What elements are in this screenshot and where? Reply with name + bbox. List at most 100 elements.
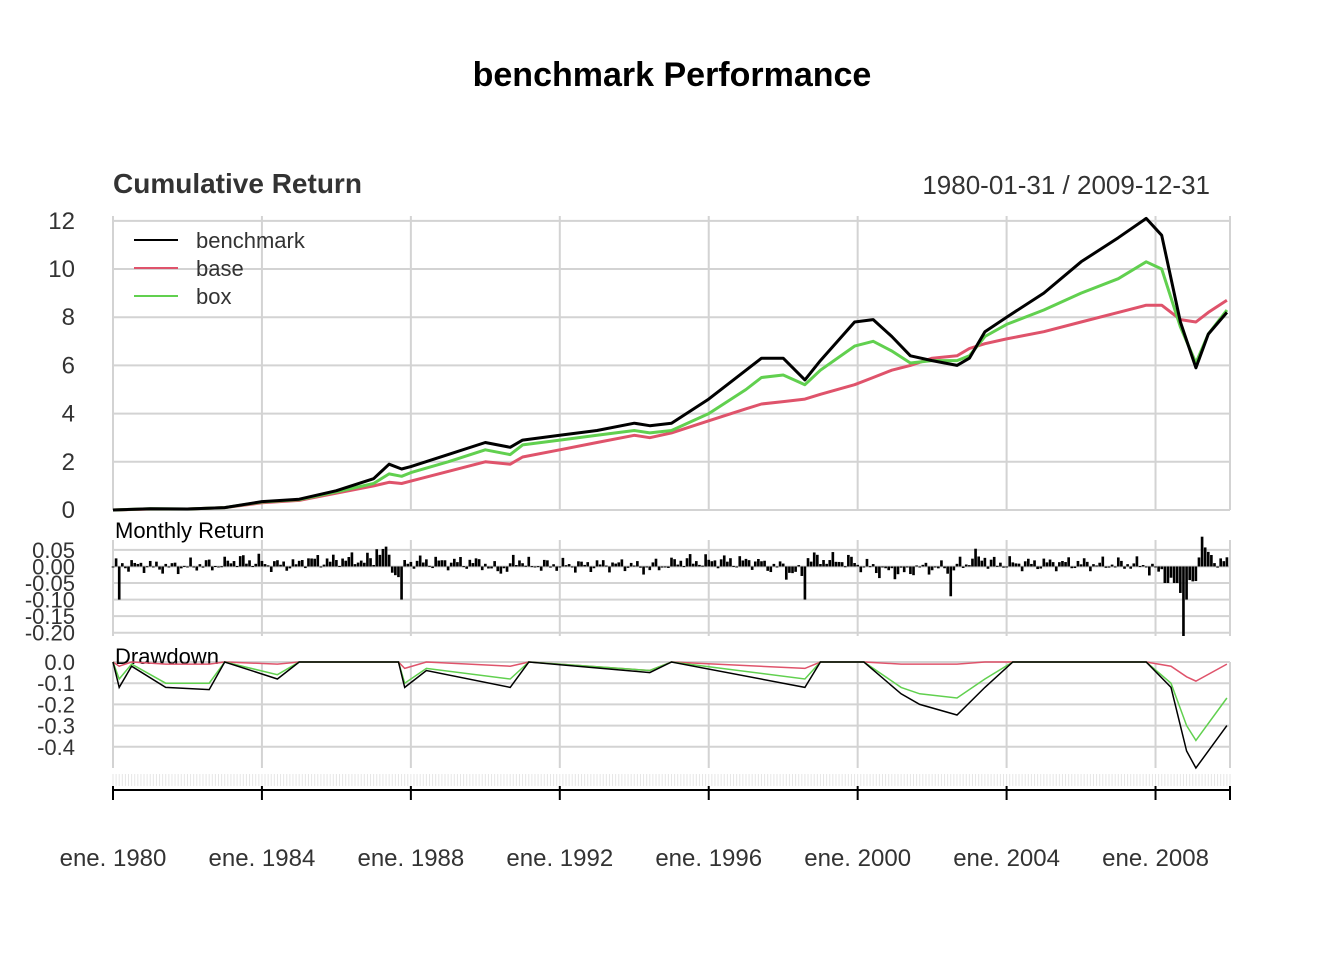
return-bar [909, 566, 912, 575]
cumret-y-tick-label: 12 [48, 208, 75, 235]
return-bar [605, 565, 608, 567]
return-bar [530, 566, 534, 568]
return-bar [626, 566, 630, 568]
return-bar [220, 566, 223, 568]
return-bar [114, 558, 118, 567]
return-bar [695, 561, 698, 567]
return-bar [1179, 566, 1182, 593]
return-bar [1079, 564, 1083, 567]
return-bar [819, 564, 822, 567]
return-bar [561, 557, 565, 567]
x-tick-label: ene. 2004 [953, 845, 1060, 872]
return-bar [1014, 563, 1018, 567]
return-bar [1132, 563, 1136, 567]
return-bar [235, 566, 239, 568]
return-bar [1089, 566, 1092, 572]
return-bar [372, 564, 375, 567]
return-bar [1085, 561, 1089, 567]
monthly-y-tick-label: 0.00 [32, 554, 75, 579]
return-bar [524, 565, 527, 567]
return-bar [400, 566, 403, 600]
monthly-return-title: Monthly Return [115, 518, 264, 543]
return-bar [248, 560, 251, 567]
return-bar [465, 566, 469, 569]
return-bar [958, 556, 962, 567]
return-bar [589, 566, 593, 573]
return-bar [508, 563, 512, 567]
return-bar [269, 566, 273, 572]
return-bar [387, 554, 391, 567]
return-bar [716, 566, 720, 569]
return-bar [279, 564, 282, 567]
return-bar [527, 556, 531, 567]
return-bar [173, 562, 177, 567]
return-bar [257, 553, 261, 567]
return-bar [462, 566, 465, 568]
return-bar [313, 558, 316, 567]
return-bar [542, 559, 546, 567]
return-bar [757, 558, 760, 567]
return-bar [179, 566, 183, 569]
return-bar [660, 566, 664, 568]
return-bar [117, 566, 121, 600]
return-bar [434, 556, 438, 567]
return-bar [577, 561, 580, 567]
return-bar [986, 566, 990, 569]
return-bar [490, 566, 493, 569]
return-bar [1070, 566, 1074, 569]
return-bar [698, 564, 701, 567]
monthly-return-panel: 0.050.00-0.05-0.10-0.15-0.20 Monthly Retu… [25, 518, 1231, 646]
return-bar [676, 564, 680, 567]
return-bar [847, 554, 850, 567]
x-tick-label: ene. 1992 [506, 845, 613, 872]
return-bar [1191, 566, 1195, 582]
return-bar [130, 560, 133, 567]
return-bar [446, 566, 450, 571]
return-bar [809, 561, 813, 567]
return-bar [390, 566, 394, 573]
return-bar [1185, 566, 1188, 600]
return-bar [471, 563, 475, 567]
return-bar [452, 558, 456, 567]
return-bar [487, 566, 490, 569]
return-bar [940, 560, 943, 567]
series-line-benchmark [112, 216, 1229, 512]
return-bar [729, 558, 732, 567]
return-bar [629, 562, 633, 567]
return-bar [217, 566, 220, 568]
return-bar [319, 566, 323, 568]
return-bar [663, 566, 667, 568]
return-bar [136, 563, 140, 567]
monthly-y-tick-label: 0.05 [32, 538, 75, 563]
return-bar [468, 559, 472, 567]
return-bar [412, 566, 416, 569]
return-bar [781, 563, 785, 567]
return-bar [806, 558, 810, 567]
return-bar [1219, 558, 1223, 567]
return-bar [1073, 566, 1077, 569]
legend-label-base: base [196, 256, 244, 281]
return-bar [428, 565, 431, 567]
return-bar [276, 560, 279, 567]
return-bar [1120, 560, 1123, 567]
return-bar [639, 566, 642, 568]
return-bar [636, 561, 639, 567]
return-bar [148, 560, 152, 567]
drawdown-line-box [112, 661, 1228, 742]
return-bar [670, 557, 673, 567]
return-bar [273, 561, 276, 567]
monthly-y-tick-label: -0.15 [25, 604, 75, 629]
return-bar [1064, 562, 1067, 567]
return-bar [369, 558, 372, 567]
return-bar [254, 563, 258, 567]
return-bar [474, 558, 478, 567]
return-bar [238, 556, 242, 567]
monthly-y-tick-label: -0.05 [25, 571, 75, 596]
return-bar [1039, 566, 1043, 569]
return-bar [930, 566, 934, 571]
return-bar [874, 566, 878, 574]
return-bar [263, 564, 267, 567]
return-bar [710, 561, 714, 567]
